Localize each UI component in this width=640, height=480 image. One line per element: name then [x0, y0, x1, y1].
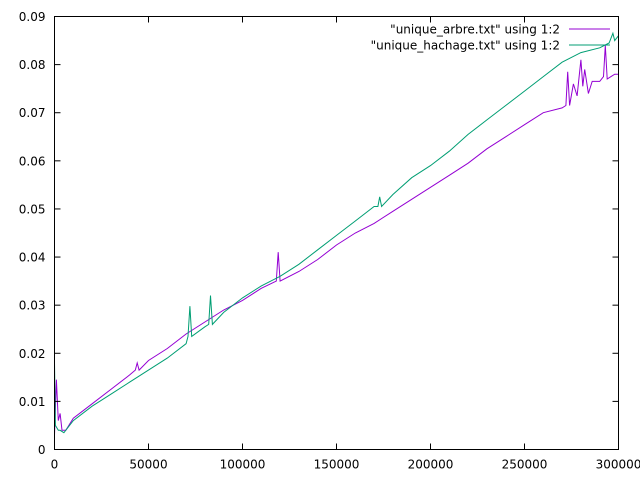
y-tick-label: 0.06	[19, 154, 46, 168]
series-line-2	[54, 31, 619, 434]
x-tick-label: 300000	[596, 458, 640, 472]
series-layer	[54, 31, 619, 436]
x-tick-label: 250000	[502, 458, 548, 472]
plot-frame	[54, 16, 619, 450]
y-tick-label: 0.01	[19, 395, 46, 409]
x-tick-label: 200000	[408, 458, 454, 472]
legend-label-1: "unique_arbre.txt" using 1:2	[390, 23, 560, 37]
y-tick-label: 0.07	[19, 106, 46, 120]
y-tick-label: 0.08	[19, 58, 46, 72]
x-tick-label: 50000	[129, 458, 167, 472]
y-tick-label: 0.05	[19, 202, 46, 216]
y-tick-label: 0.04	[19, 251, 46, 265]
x-tick-label: 0	[51, 458, 59, 472]
x-tick-label: 150000	[314, 458, 360, 472]
axis-ticks: 0 50000 100000 150000 200000 250000 300000 0 0.0…	[19, 10, 640, 472]
x-tick-label: 100000	[220, 458, 266, 472]
y-tick-label: 0.09	[19, 10, 46, 24]
legend-label-2: "unique_hachage.txt" using 1:2	[371, 39, 560, 53]
series-line-1	[54, 45, 619, 436]
y-tick-label: 0	[38, 443, 46, 457]
y-tick-label: 0.03	[19, 299, 46, 313]
y-tick-label: 0.02	[19, 347, 46, 361]
legend: "unique_arbre.txt" using 1:2 "unique_hach…	[371, 23, 610, 53]
